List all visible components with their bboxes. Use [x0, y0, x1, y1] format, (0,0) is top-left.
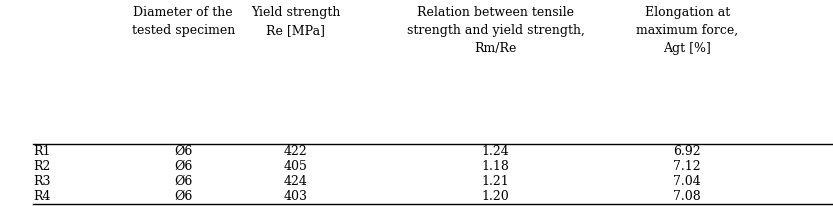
Text: R4: R4 — [33, 190, 51, 203]
Text: R3: R3 — [33, 175, 51, 188]
Text: R1: R1 — [33, 145, 51, 158]
Text: 7.08: 7.08 — [673, 190, 701, 203]
Text: Ø6: Ø6 — [174, 145, 192, 158]
Text: 1.18: 1.18 — [481, 160, 510, 173]
Text: 7.04: 7.04 — [673, 175, 701, 188]
Text: Elongation at
maximum force,
Agt [%]: Elongation at maximum force, Agt [%] — [636, 6, 738, 55]
Text: 1.20: 1.20 — [481, 190, 510, 203]
Text: Diameter of the
tested specimen: Diameter of the tested specimen — [132, 6, 235, 37]
Text: Yield strength
Re [MPa]: Yield strength Re [MPa] — [251, 6, 341, 37]
Text: R2: R2 — [33, 160, 51, 173]
Text: 403: 403 — [284, 190, 307, 203]
Text: 405: 405 — [284, 160, 307, 173]
Text: 422: 422 — [284, 145, 307, 158]
Text: Ø6: Ø6 — [174, 190, 192, 203]
Text: Ø6: Ø6 — [174, 175, 192, 188]
Text: 6.92: 6.92 — [673, 145, 701, 158]
Text: 424: 424 — [284, 175, 307, 188]
Text: 1.24: 1.24 — [481, 145, 510, 158]
Text: 7.12: 7.12 — [673, 160, 701, 173]
Text: 1.21: 1.21 — [481, 175, 510, 188]
Text: Ø6: Ø6 — [174, 160, 192, 173]
Text: Relation between tensile
strength and yield strength,
Rm/Re: Relation between tensile strength and yi… — [407, 6, 585, 55]
